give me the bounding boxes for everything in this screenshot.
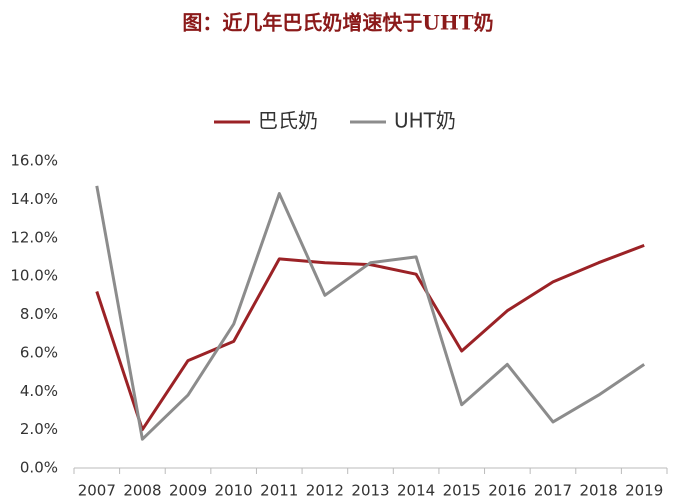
x-tick-label: 2011 bbox=[260, 482, 298, 500]
x-tick-label: 2017 bbox=[534, 482, 572, 500]
y-tick-label: 8.0% bbox=[20, 305, 58, 323]
y-tick-label: 2.0% bbox=[20, 420, 58, 438]
chart-title: 图：近几年巴氏奶增速快于UHT奶 bbox=[182, 11, 493, 35]
x-tick-label: 2019 bbox=[625, 482, 663, 500]
x-tick-label: 2009 bbox=[169, 482, 207, 500]
series-line bbox=[95, 185, 646, 441]
x-tick-label: 2012 bbox=[306, 482, 344, 500]
x-tick-label: 2016 bbox=[488, 482, 526, 500]
x-tick-label: 2013 bbox=[351, 482, 389, 500]
y-tick-label: 4.0% bbox=[20, 382, 58, 400]
x-tick-label: 2015 bbox=[443, 482, 481, 500]
y-tick-label: 6.0% bbox=[20, 343, 58, 361]
y-tick-label: 16.0% bbox=[10, 152, 58, 170]
y-tick-label: 0.0% bbox=[20, 459, 58, 477]
x-tick-label: 2010 bbox=[215, 482, 253, 500]
x-tick-label: 2018 bbox=[579, 482, 617, 500]
x-tick-label: 2007 bbox=[78, 482, 116, 500]
series-line bbox=[95, 243, 645, 432]
x-tick-label: 2014 bbox=[397, 482, 435, 500]
x-tick-label: 2008 bbox=[123, 482, 161, 500]
y-tick-label: 14.0% bbox=[10, 190, 58, 208]
legend-label: 巴氏奶 bbox=[258, 109, 318, 133]
y-tick-label: 12.0% bbox=[10, 228, 58, 246]
y-tick-label: 10.0% bbox=[10, 267, 58, 285]
legend-label: UHT奶 bbox=[394, 109, 456, 133]
